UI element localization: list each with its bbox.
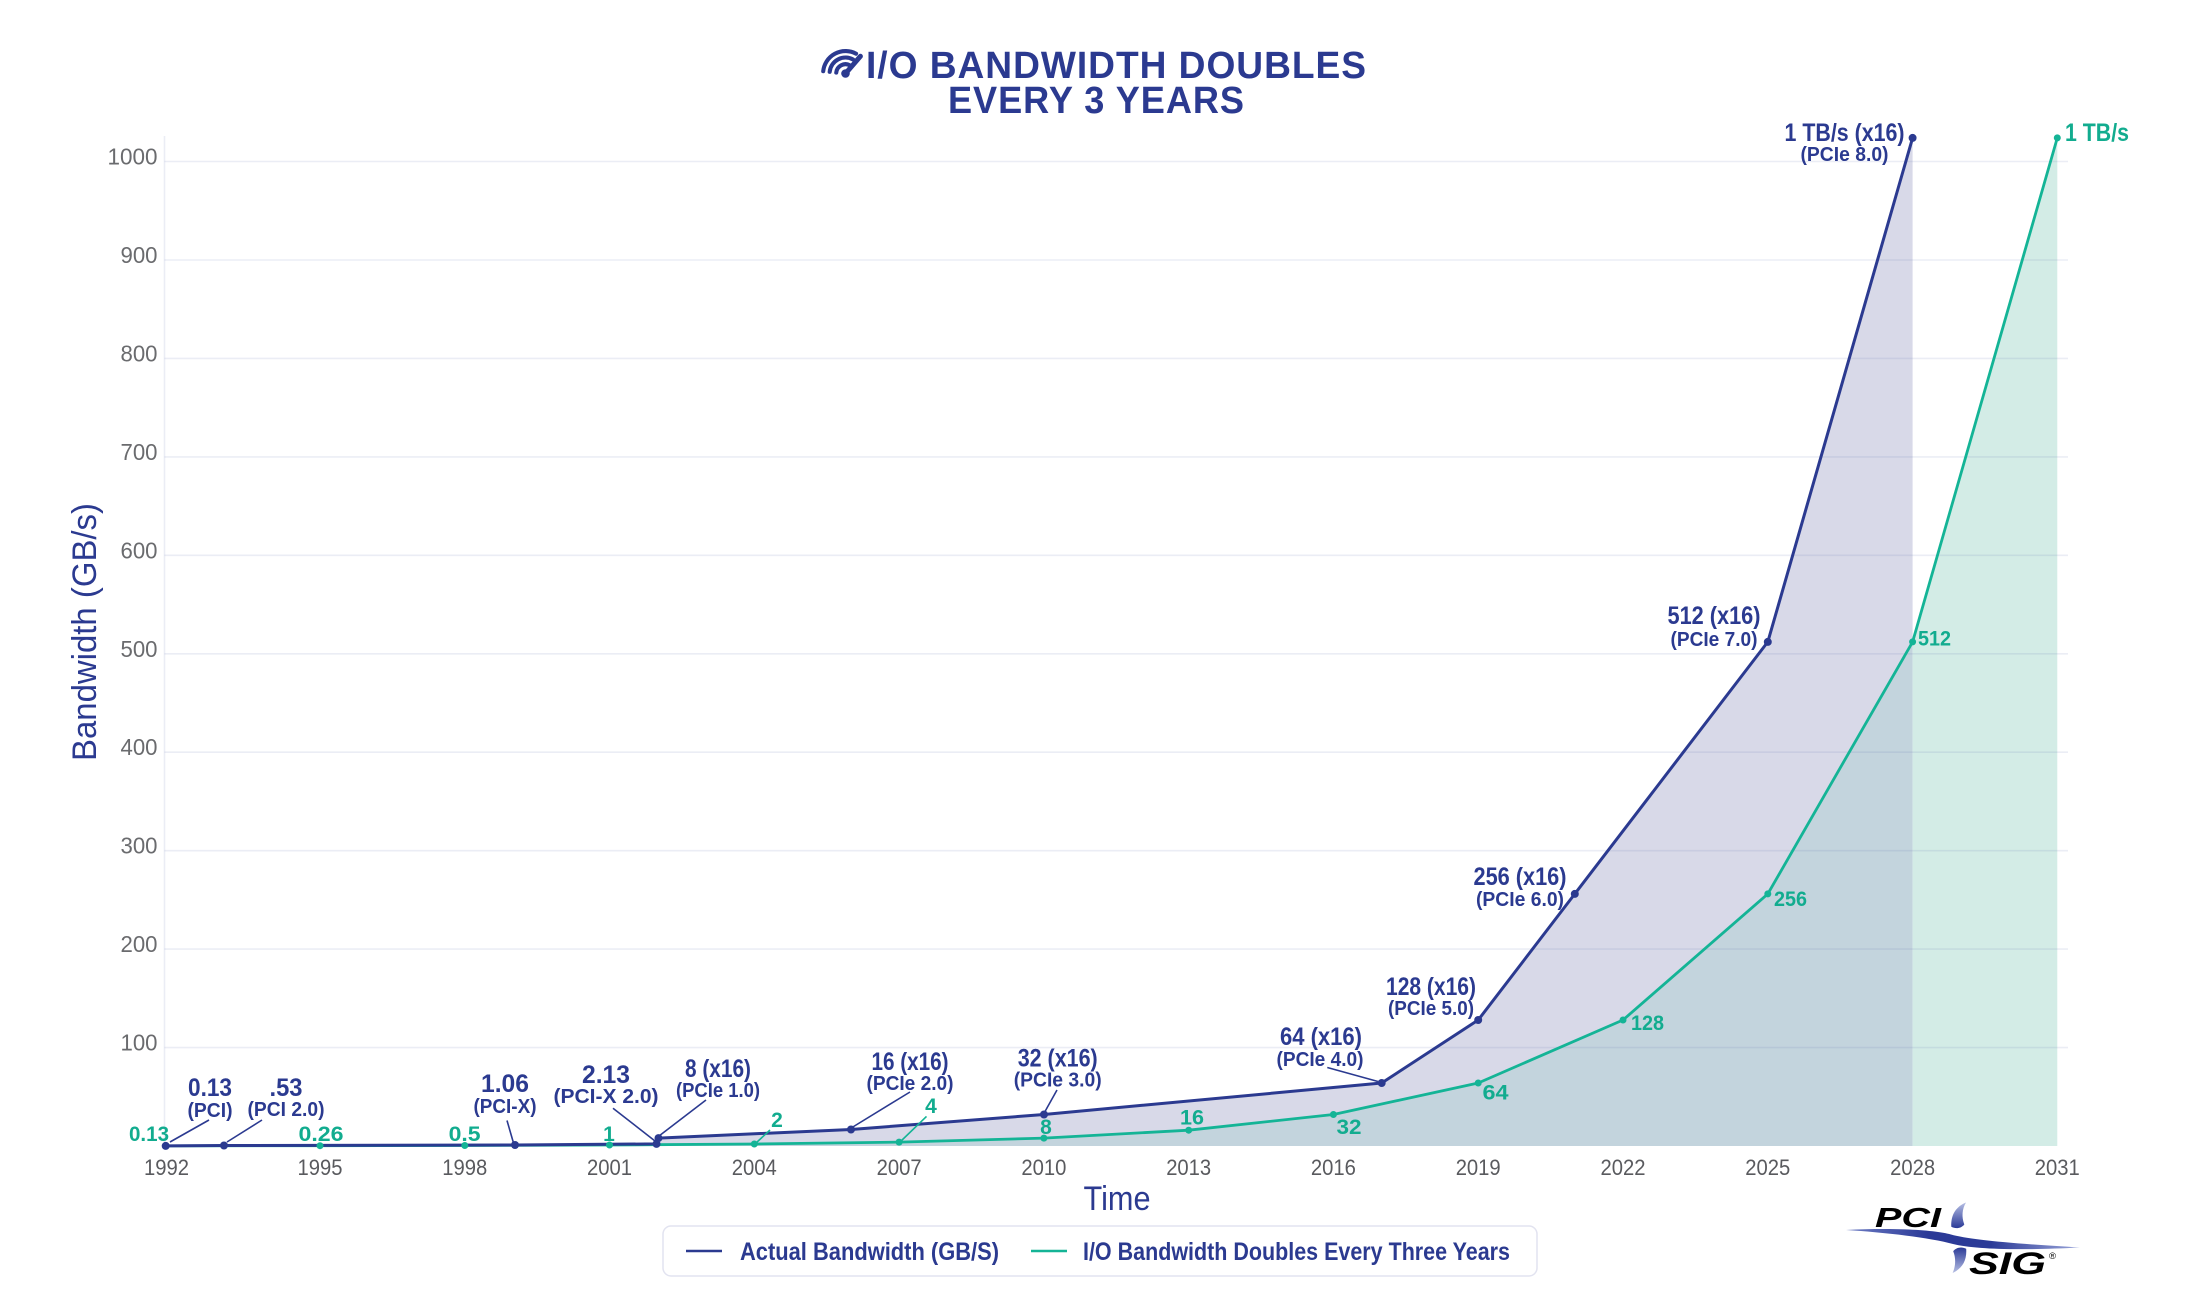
svg-text:EVERY 3 YEARS: EVERY 3 YEARS (948, 80, 1245, 122)
svg-text:512: 512 (1918, 628, 1951, 651)
svg-text:Bandwidth (GB/s): Bandwidth (GB/s) (66, 503, 104, 761)
svg-text:2007: 2007 (877, 1155, 922, 1180)
svg-text:128: 128 (1631, 1012, 1664, 1035)
svg-text:32: 32 (1337, 1116, 1362, 1139)
svg-text:0.26: 0.26 (299, 1123, 344, 1146)
svg-text:(PCIe 7.0): (PCIe 7.0) (1671, 629, 1758, 651)
svg-text:600: 600 (121, 537, 158, 563)
svg-text:800: 800 (121, 340, 158, 366)
svg-text:1 TB/s (x16): 1 TB/s (x16) (1785, 119, 1905, 147)
svg-text:64 (x16): 64 (x16) (1280, 1023, 1362, 1051)
svg-text:2019: 2019 (1456, 1155, 1501, 1180)
svg-text:900: 900 (121, 242, 158, 268)
svg-text:500: 500 (121, 636, 158, 662)
svg-text:(PCI-X): (PCI-X) (474, 1096, 537, 1118)
svg-text:32 (x16): 32 (x16) (1018, 1045, 1098, 1073)
svg-text:®: ® (2049, 1251, 2056, 1262)
svg-text:1995: 1995 (298, 1155, 343, 1180)
svg-text:Time: Time (1084, 1180, 1151, 1218)
svg-text:1000: 1000 (108, 144, 158, 170)
svg-text:200: 200 (121, 931, 158, 957)
svg-text:100: 100 (121, 1030, 158, 1056)
svg-text:256: 256 (1774, 888, 1807, 911)
svg-text:(PCI): (PCI) (188, 1100, 233, 1122)
svg-text:1.06: 1.06 (481, 1070, 529, 1098)
svg-text:700: 700 (121, 439, 158, 465)
svg-text:(PCIe 4.0): (PCIe 4.0) (1277, 1049, 1364, 1071)
svg-text:0.13: 0.13 (129, 1123, 169, 1146)
svg-text:PCI: PCI (1875, 1202, 1943, 1233)
svg-text:300: 300 (121, 833, 158, 859)
svg-text:2016: 2016 (1311, 1155, 1356, 1180)
svg-text:2028: 2028 (1890, 1155, 1935, 1180)
svg-text:64: 64 (1483, 1082, 1509, 1105)
svg-text:(PCIe 2.0): (PCIe 2.0) (867, 1073, 954, 1095)
svg-text:2.13: 2.13 (582, 1061, 630, 1089)
svg-text:I/O Bandwidth Doubles Every Th: I/O Bandwidth Doubles Every Three Years (1083, 1238, 1510, 1266)
svg-text:(PCIe 6.0): (PCIe 6.0) (1476, 889, 1564, 911)
svg-text:8 (x16): 8 (x16) (685, 1055, 751, 1083)
svg-text:(PCI 2.0): (PCI 2.0) (248, 1099, 325, 1121)
svg-text:(PCI-X 2.0): (PCI-X 2.0) (554, 1086, 659, 1108)
svg-text:256 (x16): 256 (x16) (1474, 863, 1567, 891)
svg-text:8: 8 (1040, 1116, 1052, 1139)
svg-text:0.5: 0.5 (449, 1123, 481, 1146)
svg-text:4: 4 (925, 1095, 937, 1118)
svg-text:1998: 1998 (442, 1155, 487, 1180)
svg-text:2: 2 (771, 1109, 783, 1132)
svg-text:0.13: 0.13 (188, 1074, 232, 1102)
svg-text:2010: 2010 (1021, 1155, 1066, 1180)
svg-text:400: 400 (121, 734, 158, 760)
svg-text:2004: 2004 (732, 1155, 777, 1180)
svg-text:(PCIe 3.0): (PCIe 3.0) (1014, 1070, 1102, 1092)
svg-text:2025: 2025 (1745, 1155, 1790, 1180)
svg-text:Actual Bandwidth (GB/S): Actual Bandwidth (GB/S) (740, 1238, 999, 1266)
svg-text:128 (x16): 128 (x16) (1386, 973, 1476, 1001)
svg-text:I/O BANDWIDTH DOUBLES: I/O BANDWIDTH DOUBLES (866, 45, 1367, 87)
svg-text:.53: .53 (270, 1074, 303, 1102)
svg-text:2001: 2001 (587, 1155, 632, 1180)
svg-text:(PCIe 8.0): (PCIe 8.0) (1801, 144, 1889, 166)
svg-text:16: 16 (1180, 1107, 1204, 1130)
svg-text:2022: 2022 (1601, 1155, 1646, 1180)
svg-text:1992: 1992 (144, 1155, 189, 1180)
svg-text:SIG: SIG (1969, 1245, 2046, 1281)
svg-text:1 TB/s: 1 TB/s (2065, 119, 2129, 147)
svg-text:512 (x16): 512 (x16) (1668, 602, 1761, 630)
svg-text:2031: 2031 (2035, 1155, 2080, 1180)
svg-text:(PCIe 5.0): (PCIe 5.0) (1388, 998, 1474, 1020)
svg-text:2013: 2013 (1166, 1155, 1211, 1180)
svg-text:16 (x16): 16 (x16) (872, 1048, 949, 1076)
svg-text:(PCIe 1.0): (PCIe 1.0) (676, 1080, 760, 1102)
svg-text:1: 1 (603, 1123, 615, 1146)
